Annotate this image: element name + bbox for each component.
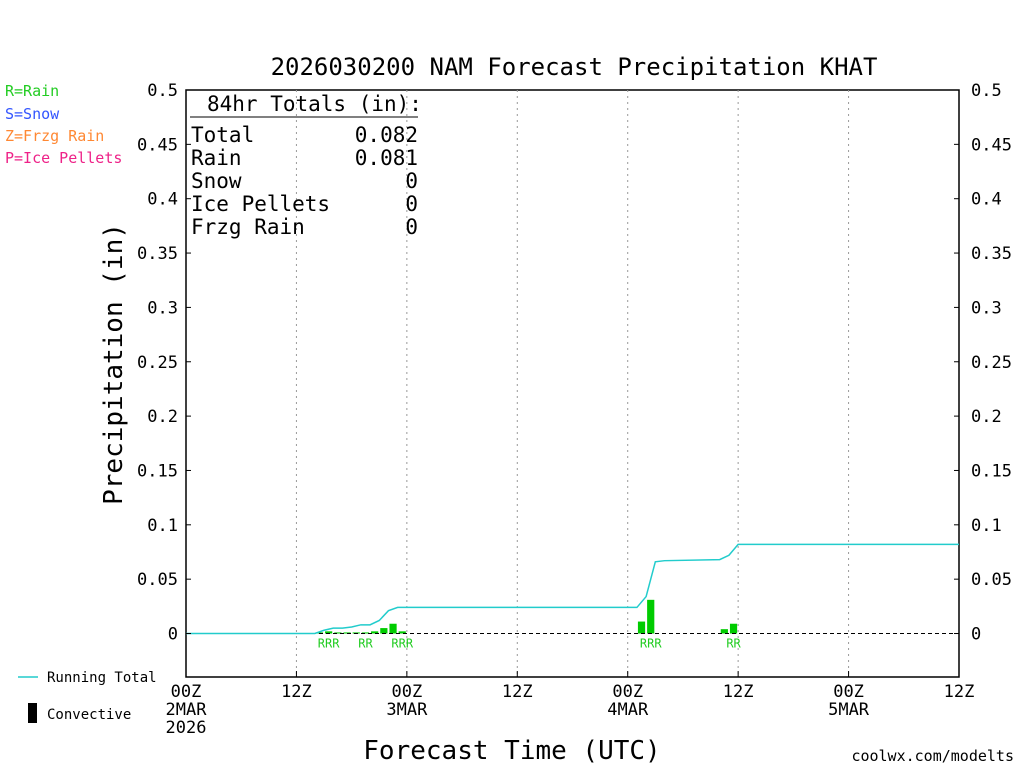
totals-value: 0: [405, 169, 418, 193]
totals-value: 0: [405, 192, 418, 216]
precip-type-flag: RR: [726, 637, 741, 651]
y-tick-label-right: 0.05: [971, 570, 1012, 590]
y-tick-label: 0.05: [137, 570, 178, 590]
grid-lines: [295, 90, 850, 677]
y-tick-label-right: 0.1: [971, 516, 1002, 536]
x-tick-label: 2MAR: [166, 700, 208, 720]
precip-bar: [334, 632, 342, 634]
y-tick-label: 0: [168, 625, 178, 645]
y-tick-label: 0.45: [137, 135, 178, 155]
y-tick-label: 0.5: [147, 81, 178, 101]
precip-type-flag: RR: [358, 637, 373, 651]
x-tick-label: 00Z: [833, 682, 864, 702]
running-total-line: [186, 543, 959, 635]
x-tick-label: 12Z: [502, 682, 533, 702]
precip-bar: [720, 629, 728, 634]
totals-header: 84hr Totals (in):: [207, 92, 422, 116]
totals-box: 84hr Totals (in): Total 0.082 Rain 0.081…: [190, 92, 422, 239]
y-tick-label-right: 0.35: [971, 244, 1012, 264]
x-tick-label: 5MAR: [828, 700, 870, 720]
x-tick-label: 00Z: [171, 682, 202, 702]
x-tick-label: 00Z: [612, 682, 643, 702]
precip-bar: [315, 632, 324, 634]
x-tick-label: 4MAR: [607, 700, 649, 720]
precip-type-flag: RRR: [391, 637, 413, 651]
totals-label: Snow: [191, 169, 242, 193]
precip-bar: [325, 631, 333, 634]
y-tick-label-right: 0.4: [971, 190, 1002, 210]
precip-bar: [343, 632, 351, 634]
precip-type-flag: RRR: [640, 637, 662, 651]
totals-label: Rain: [191, 146, 242, 170]
y-tick-label-right: 0: [971, 625, 981, 645]
totals-value: 0.081: [355, 146, 418, 170]
legend-convective: Convective: [47, 707, 131, 723]
precip-bar: [352, 632, 360, 634]
precip-bar: [371, 631, 379, 634]
y-tick-label-right: 0.5: [971, 81, 1002, 101]
y-axis-ticks: 0.5 0.5 0.45 0.45 0.4 0.4 0.35 0.35 0.3 0.3 0.25 0.…: [137, 81, 1012, 645]
legend-snow: S=Snow: [5, 105, 60, 123]
precip-type-flags: RRR RR RRR RRR RR: [318, 637, 742, 651]
x-tick-label: 12Z: [944, 682, 975, 702]
y-tick-label-right: 0.15: [971, 461, 1012, 481]
totals-label: Total: [191, 123, 254, 147]
precip-bar: [398, 631, 406, 634]
x-axis-title: Forecast Time (UTC): [363, 736, 660, 766]
y-tick-label-right: 0.25: [971, 353, 1012, 373]
precip-bar: [729, 623, 738, 634]
y-tick-label-right: 0.3: [971, 298, 1002, 318]
credit-link[interactable]: coolwx.com/modelts: [851, 747, 1014, 765]
y-tick-label: 0.1: [147, 516, 178, 536]
y-tick-label: 0.2: [147, 407, 178, 427]
x-tick-label: 12Z: [281, 682, 312, 702]
precip-bar: [647, 599, 655, 634]
precip-bar: [637, 621, 646, 634]
plot-frame: [185, 89, 960, 678]
chart-title: 2026030200 NAM Forecast Precipitation KH…: [271, 53, 878, 81]
precip-bar: [361, 632, 370, 634]
precip-bars: [315, 599, 738, 634]
x-tick-label: 00Z: [391, 682, 422, 702]
convective-swatch: [28, 703, 37, 723]
precip-bar: [380, 628, 388, 634]
y-tick-label: 0.35: [137, 244, 178, 264]
precip-type-legend: R=Rain S=Snow Z=Frzg Rain P=Ice Pellets: [5, 82, 122, 167]
series-legend: Running Total Convective: [18, 670, 157, 723]
legend-ice-pellets: P=Ice Pellets: [5, 149, 122, 167]
precip-type-flag: RRR: [318, 637, 340, 651]
legend-rain: R=Rain: [5, 82, 59, 100]
y-axis-title: Precipitation (in): [99, 223, 129, 505]
totals-value: 0.082: [355, 123, 418, 147]
x-tick-label: 3MAR: [386, 700, 428, 720]
y-tick-label: 0.3: [147, 298, 178, 318]
x-tick-label: 2026: [166, 718, 207, 738]
totals-label: Frzg Rain: [191, 215, 305, 239]
legend-frzg-rain: Z=Frzg Rain: [5, 127, 104, 145]
y-tick-label-right: 0.45: [971, 135, 1012, 155]
y-tick-label: 0.15: [137, 461, 178, 481]
y-tick-label: 0.4: [147, 190, 178, 210]
y-tick-label: 0.25: [137, 353, 178, 373]
x-tick-label: 12Z: [723, 682, 754, 702]
y-tick-label-right: 0.2: [971, 407, 1002, 427]
legend-running-total: Running Total: [47, 670, 157, 686]
totals-label: Ice Pellets: [191, 192, 330, 216]
precip-bar: [389, 623, 397, 634]
totals-value: 0: [405, 215, 418, 239]
